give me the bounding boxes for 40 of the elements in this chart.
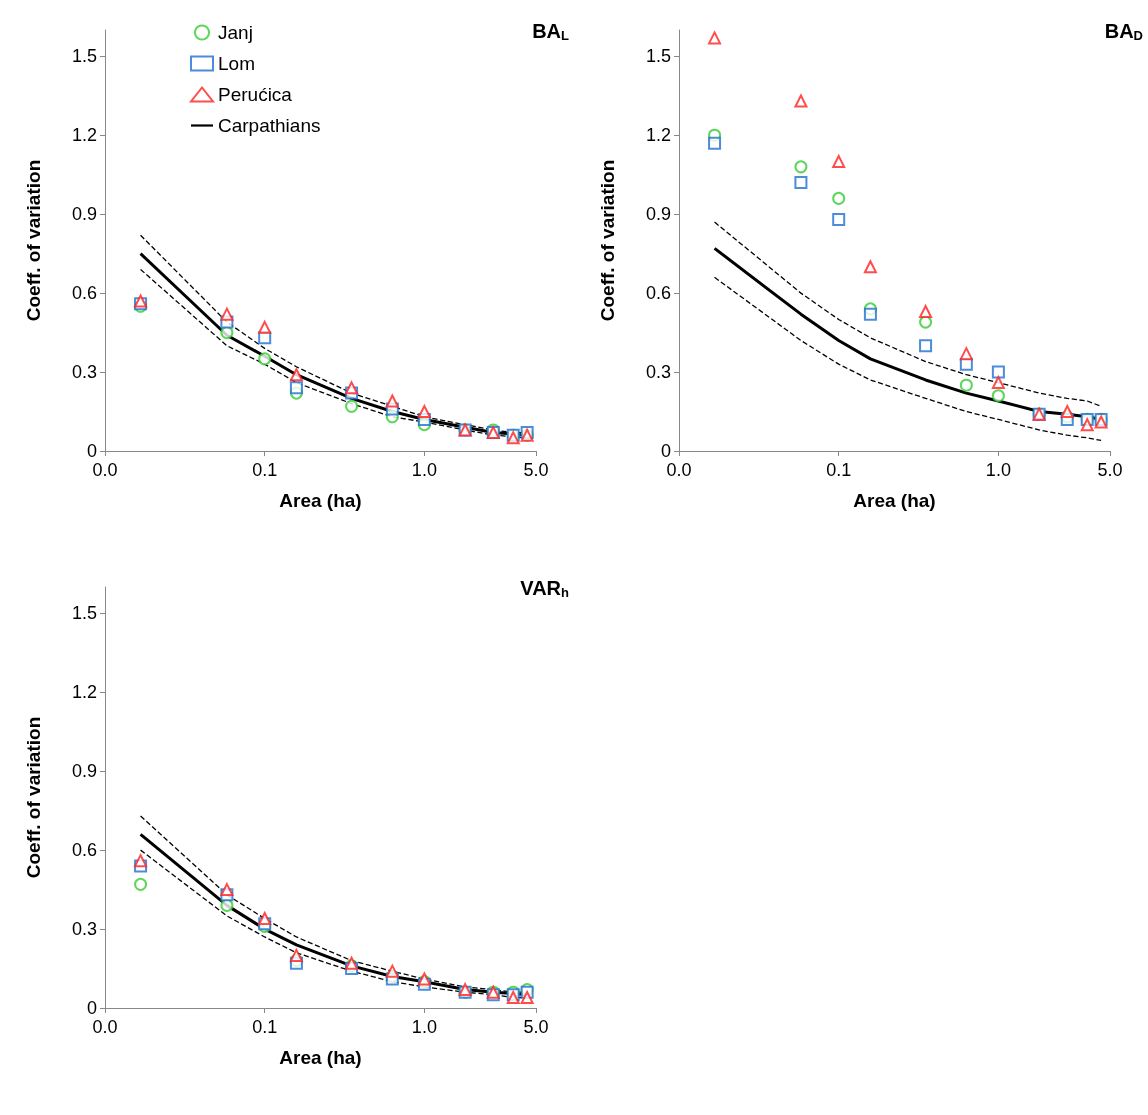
x-tick-label: 1.0 xyxy=(411,460,437,480)
y-tick-label: 1.2 xyxy=(645,125,671,146)
x-axis-title: Area (ha) xyxy=(853,490,936,511)
y-tick-label: 1.2 xyxy=(71,682,97,703)
legend-label: Perućica xyxy=(218,84,293,105)
y-tick-label: 0.3 xyxy=(71,362,97,383)
y-tick-label: 0.6 xyxy=(71,840,97,861)
y-axis-title: Coeff. of variation xyxy=(23,159,44,322)
y-tick-label: 1.5 xyxy=(71,46,97,67)
x-tick-label: 0.0 xyxy=(666,460,692,480)
x-tick-label: 0.0 xyxy=(92,1017,118,1037)
y-tick-label: 0.9 xyxy=(71,204,97,225)
y-tick-label: 0.9 xyxy=(645,204,671,225)
legend-label: Janj xyxy=(218,22,253,43)
y-tick-label: 0.3 xyxy=(71,919,97,940)
x-axis-title: Area (ha) xyxy=(279,490,362,511)
y-tick-label: 0.6 xyxy=(71,283,97,304)
x-tick-label: 0.1 xyxy=(826,460,852,480)
y-axis-title: Coeff. of variation xyxy=(23,716,44,879)
y-tick-label: 0 xyxy=(660,441,671,461)
x-tick-label: 5.0 xyxy=(523,460,549,480)
legend-label: Carpathians xyxy=(218,115,321,136)
y-tick-label: 1.5 xyxy=(71,603,97,624)
x-tick-label: 0.0 xyxy=(92,460,118,480)
x-tick-label: 1.0 xyxy=(985,460,1011,480)
x-tick-label: 5.0 xyxy=(523,1017,549,1037)
y-tick-label: 0.6 xyxy=(645,283,671,304)
y-tick-label: 0.9 xyxy=(71,761,97,782)
y-tick-label: 0.3 xyxy=(645,362,671,383)
y-axis-title: Coeff. of variation xyxy=(597,159,618,322)
x-tick-label: 0.1 xyxy=(252,1017,278,1037)
y-tick-label: 0 xyxy=(86,441,97,461)
x-tick-label: 0.1 xyxy=(252,460,278,480)
x-tick-label: 1.0 xyxy=(411,1017,437,1037)
legend-label: Lom xyxy=(218,53,255,74)
y-tick-label: 1.5 xyxy=(645,46,671,67)
y-tick-label: 1.2 xyxy=(71,125,97,146)
x-tick-label: 5.0 xyxy=(1097,460,1123,480)
x-axis-title: Area (ha) xyxy=(279,1047,362,1068)
y-tick-label: 0 xyxy=(86,998,97,1018)
